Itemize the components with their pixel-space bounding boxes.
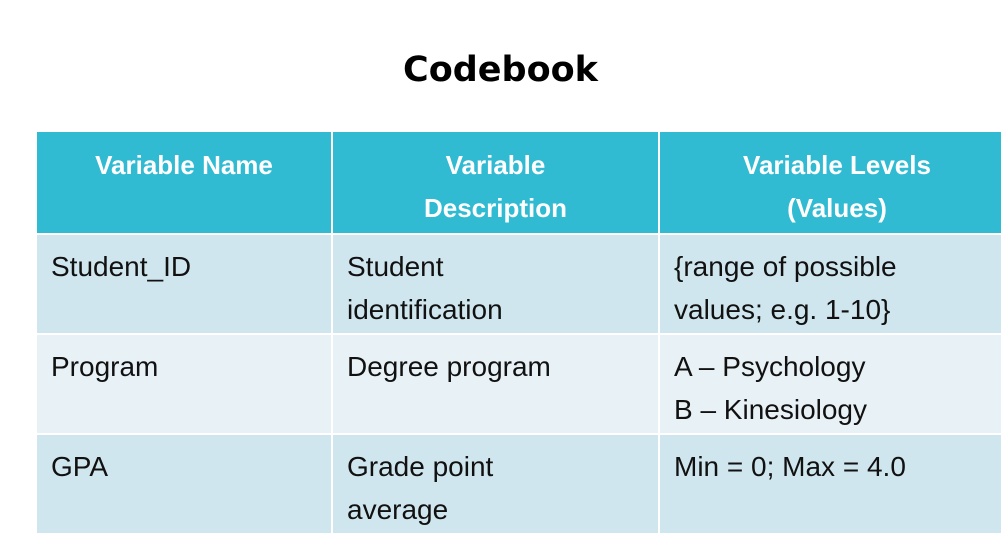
cell-levels: A – Psychology B – Kinesiology [660,335,1001,433]
cell-name: GPA [37,435,331,533]
cell-description: Degree program [333,335,658,433]
cell-levels: {range of possible values; e.g. 1-10} [660,235,1001,333]
header-variable-levels: Variable Levels (Values) [660,132,1001,233]
cell-description: Student identification [333,235,658,333]
table-row: Student_ID Student identification {range… [37,235,1001,333]
cell-description: Grade point average [333,435,658,533]
cell-name: Program [37,335,331,433]
table-row: GPA Grade point average Min = 0; Max = 4… [37,435,1001,533]
table-row: Program Degree program A – Psychology B … [37,335,1001,433]
page-title: Codebook [403,50,598,90]
codebook-table: Variable Name Variable Description Varia… [35,130,1001,535]
cell-name: Student_ID [37,235,331,333]
header-variable-name: Variable Name [37,132,331,233]
header-row: Variable Name Variable Description Varia… [37,132,1001,233]
cell-levels: Min = 0; Max = 4.0 [660,435,1001,533]
header-variable-description: Variable Description [333,132,658,233]
